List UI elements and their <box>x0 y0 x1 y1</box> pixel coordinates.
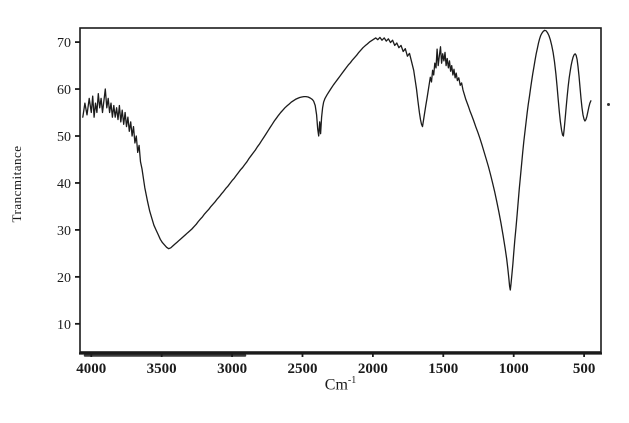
x-tick-label: 3000 <box>217 361 247 377</box>
x-axis-unit: Cm <box>324 376 348 394</box>
y-tick-label: 60 <box>57 83 71 98</box>
x-tick-label: 4000 <box>76 361 106 377</box>
y-tick-label: 40 <box>57 177 71 192</box>
scan-artifact-dot <box>607 103 610 106</box>
x-tick-label: 1500 <box>428 361 458 377</box>
y-tick-label: 10 <box>57 318 71 333</box>
x-tick-label: 1000 <box>499 361 529 377</box>
plot-border <box>79 27 602 353</box>
x-tick-label: 3500 <box>147 361 177 377</box>
x-axis-title: Cm-1 <box>80 375 601 394</box>
y-tick-label: 70 <box>57 36 71 51</box>
y-tick-label: 20 <box>57 271 71 286</box>
x-tick-label: 2000 <box>358 361 388 377</box>
y-tick-label: 50 <box>57 130 71 145</box>
x-axis-exponent: -1 <box>347 375 357 386</box>
x-tick-label: 2500 <box>287 361 317 377</box>
x-tick-label: 500 <box>573 361 596 377</box>
spectrum-trace <box>82 29 592 291</box>
y-axis-title: Trancmitance <box>9 145 24 223</box>
y-tick-label: 30 <box>57 224 71 239</box>
